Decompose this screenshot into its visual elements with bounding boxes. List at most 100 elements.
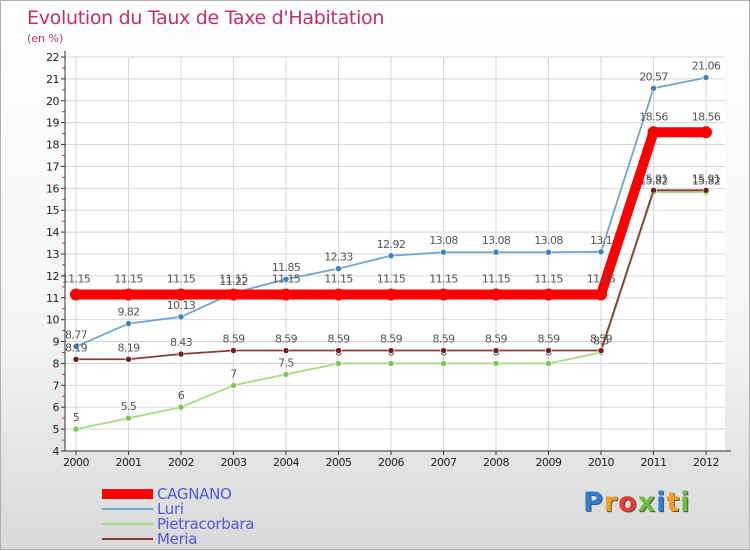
brand-letter: o (618, 487, 638, 518)
y-tick-label: 14 (46, 226, 59, 239)
data-point (700, 126, 712, 139)
y-tick-label: 12 (46, 270, 59, 283)
brand-letter: r (603, 487, 619, 518)
data-label: 6 (178, 389, 185, 402)
data-point (72, 425, 80, 433)
data-label: 11.15 (324, 272, 353, 285)
data-point (177, 313, 185, 321)
data-point (332, 288, 345, 301)
data-label: 11.22 (219, 275, 248, 288)
y-tick-label: 20 (46, 95, 59, 108)
data-point (175, 288, 187, 301)
data-label: 18.56 (639, 110, 668, 123)
y-tick-label: 15 (46, 204, 59, 217)
data-point (440, 360, 447, 367)
data-label: 8.59 (485, 333, 508, 346)
data-label: 8.19 (65, 341, 88, 354)
data-label: 13.1 (590, 234, 612, 247)
brand-letter: i (656, 487, 667, 518)
data-label: 18.56 (692, 110, 721, 123)
data-label: 21.06 (692, 60, 721, 73)
y-tick-label: 21 (46, 73, 59, 86)
chart-subtitle: (en %) (27, 32, 64, 45)
data-label: 8.59 (327, 333, 350, 346)
data-label: 20.57 (639, 70, 668, 83)
data-point (492, 347, 500, 354)
y-tick-label: 8 (53, 357, 60, 370)
data-point (335, 347, 342, 354)
data-point (227, 288, 240, 301)
data-point (492, 360, 500, 367)
data-point (125, 414, 132, 422)
series-cagnano: 11.15 11.15 11.15 11.15 11.15 11.15 11.15 11.15… (62, 110, 721, 301)
data-point (72, 355, 80, 363)
data-point (437, 288, 450, 301)
chart-title: Evolution du Taux de Taxe d'Habitation (27, 7, 385, 29)
data-point (282, 371, 290, 378)
brand-letter: P (583, 487, 604, 518)
data-point (490, 288, 502, 301)
series-luri: 8.77 9.82 10.13 11.22 11.85 12.33 12.92 13.08 13… (65, 60, 721, 350)
brand-letter: x (637, 487, 657, 518)
legend-label-pietracorbara: Pietracorbara (157, 515, 254, 533)
data-point (177, 350, 185, 358)
data-label: 9.82 (117, 306, 139, 319)
data-point (647, 126, 660, 139)
data-point (177, 403, 185, 411)
data-point (335, 265, 342, 272)
y-tick-label: 17 (46, 160, 59, 173)
data-label: 8.77 (65, 329, 88, 342)
data-point (282, 275, 290, 283)
y-tick-label: 16 (46, 182, 59, 195)
data-point (387, 347, 395, 354)
data-label: 11.15 (219, 272, 248, 285)
y-tick-label: 6 (53, 401, 60, 414)
data-point (440, 347, 447, 354)
data-point (595, 288, 607, 301)
x-tick-label: 2009 (536, 456, 562, 469)
data-label: 12.33 (324, 251, 353, 264)
data-label: 15.82 (639, 174, 668, 187)
legend-label-meria: Meria (157, 530, 197, 548)
data-point (230, 347, 237, 354)
y-tick-label: 13 (46, 248, 59, 261)
y-tick-label: 5 (53, 423, 60, 436)
x-tick-label: 2001 (116, 456, 142, 469)
data-label: 13.08 (534, 234, 563, 247)
brand-letter: t (666, 487, 681, 518)
x-tick-label: 2007 (431, 456, 457, 469)
y-tick-label: 9 (53, 336, 60, 349)
data-label: 15.91 (692, 172, 721, 185)
data-point (125, 320, 132, 327)
data-label: 11.15 (587, 272, 616, 285)
data-label: 8.59 (590, 333, 613, 346)
y-tick-label: 18 (46, 139, 59, 152)
x-tick-label: 2005 (326, 456, 352, 469)
data-point (72, 343, 80, 350)
data-label: 10.13 (167, 299, 196, 312)
data-point (230, 382, 237, 389)
y-tick-label: 22 (46, 51, 59, 64)
legend-label-cagnano: CAGNANO (157, 485, 232, 503)
data-point (545, 347, 552, 354)
x-tick-label: 2006 (378, 456, 404, 469)
data-label: 7.5 (278, 356, 294, 369)
data-point (280, 288, 292, 301)
data-label: 15.82 (692, 174, 721, 187)
data-point (492, 248, 500, 256)
brand-letter: i (680, 487, 691, 518)
x-tick-label: 2010 (588, 456, 614, 469)
data-point (650, 187, 657, 194)
data-point (542, 288, 555, 301)
data-label: 8.59 (222, 333, 245, 346)
data-label: 11.15 (114, 272, 143, 285)
data-point (125, 355, 132, 363)
data-point (385, 288, 397, 301)
data-label: 11.15 (62, 272, 91, 285)
data-label: 11.15 (377, 272, 406, 285)
data-label: 8.59 (380, 333, 403, 346)
data-label: 13.08 (482, 234, 511, 247)
data-label: 11.15 (272, 272, 301, 285)
data-label: 11.15 (482, 272, 511, 285)
